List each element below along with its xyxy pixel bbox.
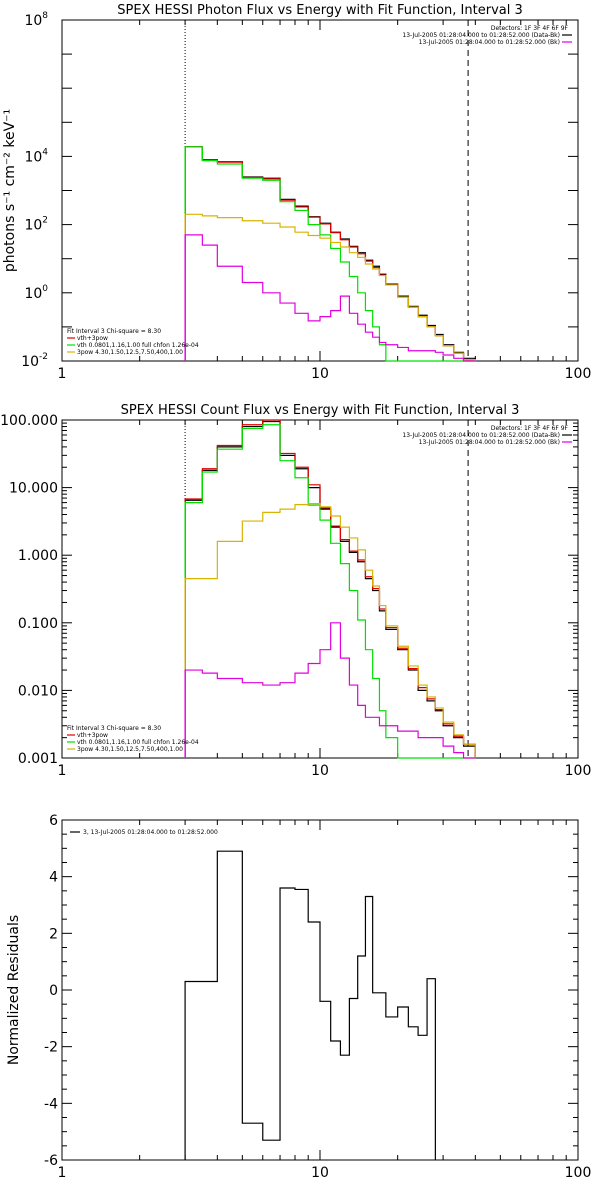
series-line-4 (184, 213, 476, 361)
x-tick-label: 1 (58, 763, 67, 779)
y-tick-label: 0 (49, 983, 58, 999)
y-tick-label: 6 (49, 813, 58, 829)
series-line-2 (184, 419, 476, 758)
chart-title: SPEX HESSI Photon Flux vs Energy with Fi… (117, 3, 523, 18)
fit-legend-text: 3pow 4.30,1.50,12.5,7.50,400,1.00 (77, 349, 183, 356)
series-line-1 (184, 850, 436, 1160)
y-tick-label: -4 (44, 1096, 58, 1112)
series-line-3 (184, 424, 476, 759)
y-tick-label: 2 (49, 926, 58, 942)
fit-legend-header: Fit Interval 3 Chi-square = 8.30 (67, 328, 161, 335)
y-tick-label: 1.000 (18, 548, 58, 564)
fit-legend-text: 3pow 4.30,1.50,12.5,7.50,400,1.00 (77, 746, 183, 753)
y-tick-label: 108 (24, 11, 48, 29)
series-line-4 (184, 502, 476, 758)
x-tick-label: 100 (565, 1165, 592, 1181)
fit-legend-text: vth 0.0801,1.16,1.00 full chfon 1.26e-04 (77, 739, 199, 746)
chart-title: SPEX HESSI Count Flux vs Energy with Fit… (121, 403, 520, 418)
x-tick-label: 100 (565, 763, 592, 779)
chart-panel-1: SPEX HESSI Photon Flux vs Energy with Fi… (2, 3, 591, 382)
y-tick-label: -6 (44, 1153, 58, 1169)
fit-legend-text: vth+3pow (77, 732, 108, 739)
series-line-5 (184, 234, 476, 362)
series-line-3 (184, 146, 476, 362)
x-tick-label: 100 (565, 366, 592, 382)
legend-entry-text: 13-Jul-2005 01:28:04.000 to 01:28:52.000… (419, 39, 560, 46)
series-line-2 (184, 146, 476, 361)
y-axis-label: Normalized Residuals (6, 915, 22, 1065)
fit-legend-text: vth+3pow (77, 335, 108, 342)
x-tick-label: 1 (58, 366, 67, 382)
legend-detectors: Detectors: 1F 3F 4F 6F 9F (491, 25, 569, 32)
fit-legend-text: vth 0.0801,1.16,1.00 full chfon 1.26e-04 (77, 342, 199, 349)
y-tick-label: 100.000 (0, 413, 58, 429)
legend-entry-text: 13-Jul-2005 01:28:04.000 to 01:28:52.000… (419, 439, 560, 446)
y-tick-label: 104 (24, 147, 48, 165)
y-tick-label: 102 (24, 216, 48, 234)
legend-entry-text: 3, 13-Jul-2005 01:28:04.000 to 01:28:52.… (83, 829, 218, 836)
y-axis-label: photons s⁻¹ cm⁻² keV⁻¹ (2, 109, 18, 272)
x-tick-label: 1 (58, 1165, 67, 1181)
x-tick-label: 10 (311, 1165, 329, 1181)
series-line-5 (184, 622, 476, 759)
series-line-1 (184, 146, 476, 361)
series-line-1 (184, 420, 476, 758)
chart-panel-2: SPEX HESSI Count Flux vs Energy with Fit… (0, 403, 591, 779)
plot-frame (61, 419, 579, 759)
y-tick-label: 0.001 (18, 751, 58, 767)
legend-entry-text: 13-Jul-2005 01:28:04.000 to 01:28:52.000… (402, 432, 560, 439)
y-tick-label: 10-2 (21, 352, 48, 370)
y-tick-label: 0.100 (18, 616, 58, 632)
x-tick-label: 10 (311, 366, 329, 382)
y-tick-label: 4 (49, 870, 58, 886)
x-tick-label: 10 (311, 763, 329, 779)
legend-detectors: Detectors: 1F 3F 4F 6F 9F (491, 425, 569, 432)
legend-entry-text: 13-Jul-2005 01:28:04.000 to 01:28:52.000… (402, 32, 560, 39)
y-tick-label: 100 (24, 284, 48, 302)
plot-frame (61, 19, 579, 362)
y-tick-label: 10.000 (9, 481, 58, 497)
y-tick-label: -2 (44, 1040, 58, 1056)
y-tick-label: 0.010 (18, 683, 58, 699)
fit-legend-header: Fit Interval 3 Chi-square = 8.30 (67, 725, 161, 732)
chart-panel-3: 1 10 100 -6 -4 -2 0 2 4 6 Normalized Residuals 3, 1… (6, 813, 591, 1181)
